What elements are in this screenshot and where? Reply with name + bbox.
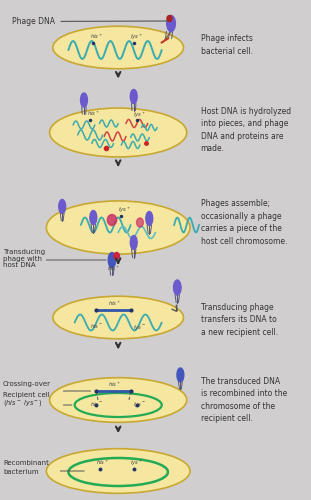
Text: Recipient cell: Recipient cell <box>3 392 50 398</box>
Text: Recombinant: Recombinant <box>3 460 49 466</box>
Ellipse shape <box>107 214 117 226</box>
Text: Host DNA is hydrolyzed
into pieces, and phage
DNA and proteins are
made.: Host DNA is hydrolyzed into pieces, and … <box>201 107 291 153</box>
Text: $his^+$: $his^+$ <box>109 300 122 308</box>
Ellipse shape <box>167 16 172 22</box>
Text: The transduced DNA
is recombined into the
chromosome of the
recipient cell.: The transduced DNA is recombined into th… <box>201 377 287 423</box>
Text: Crossing-over: Crossing-over <box>3 381 51 387</box>
Ellipse shape <box>146 212 153 226</box>
Text: phage with: phage with <box>3 256 42 262</box>
Text: $his^+$: $his^+$ <box>96 458 109 467</box>
Ellipse shape <box>108 252 116 268</box>
Ellipse shape <box>53 296 183 339</box>
Text: bacterium: bacterium <box>3 468 39 474</box>
Text: Transducing phage
transfers its DNA to
a new recipient cell.: Transducing phage transfers its DNA to a… <box>201 303 278 337</box>
Text: $lys^-$: $lys^-$ <box>133 322 146 332</box>
Text: Phage infects
bacterial cell.: Phage infects bacterial cell. <box>201 34 253 56</box>
Ellipse shape <box>130 90 137 104</box>
Text: $lys^+$: $lys^+$ <box>130 458 143 468</box>
Text: Phage DNA: Phage DNA <box>12 17 167 26</box>
Text: $his^+$: $his^+$ <box>90 32 103 41</box>
Ellipse shape <box>46 201 190 254</box>
Text: $his^+$: $his^+$ <box>107 264 120 273</box>
Text: $lys^-$: $lys^-$ <box>133 400 146 409</box>
Ellipse shape <box>90 210 97 224</box>
Ellipse shape <box>81 93 87 107</box>
Ellipse shape <box>59 200 66 213</box>
Ellipse shape <box>167 16 175 32</box>
Text: $lys^+$: $lys^+$ <box>133 110 146 120</box>
Text: $lys^+$: $lys^+$ <box>118 206 131 216</box>
Text: host DNA: host DNA <box>3 262 36 268</box>
Text: Phages assemble;
occasionally a phage
carries a piece of the
host cell chromosom: Phages assemble; occasionally a phage ca… <box>201 199 287 246</box>
Ellipse shape <box>177 368 184 382</box>
Text: $(his^-\ lys^-)$: $(his^-\ lys^-)$ <box>3 398 43 408</box>
Ellipse shape <box>50 378 187 422</box>
Text: $his^+$: $his^+$ <box>109 380 122 389</box>
Ellipse shape <box>174 280 181 295</box>
Text: $his^+$: $his^+$ <box>87 110 100 118</box>
Text: $lys^+$: $lys^+$ <box>130 32 143 42</box>
Ellipse shape <box>114 252 119 260</box>
Text: Transducing: Transducing <box>3 249 45 255</box>
Ellipse shape <box>46 448 190 494</box>
Ellipse shape <box>130 236 137 250</box>
Text: $his^-$: $his^-$ <box>90 400 103 408</box>
Ellipse shape <box>50 108 187 157</box>
Text: $his^-$: $his^-$ <box>90 322 103 330</box>
Ellipse shape <box>137 218 143 227</box>
Ellipse shape <box>53 26 183 68</box>
